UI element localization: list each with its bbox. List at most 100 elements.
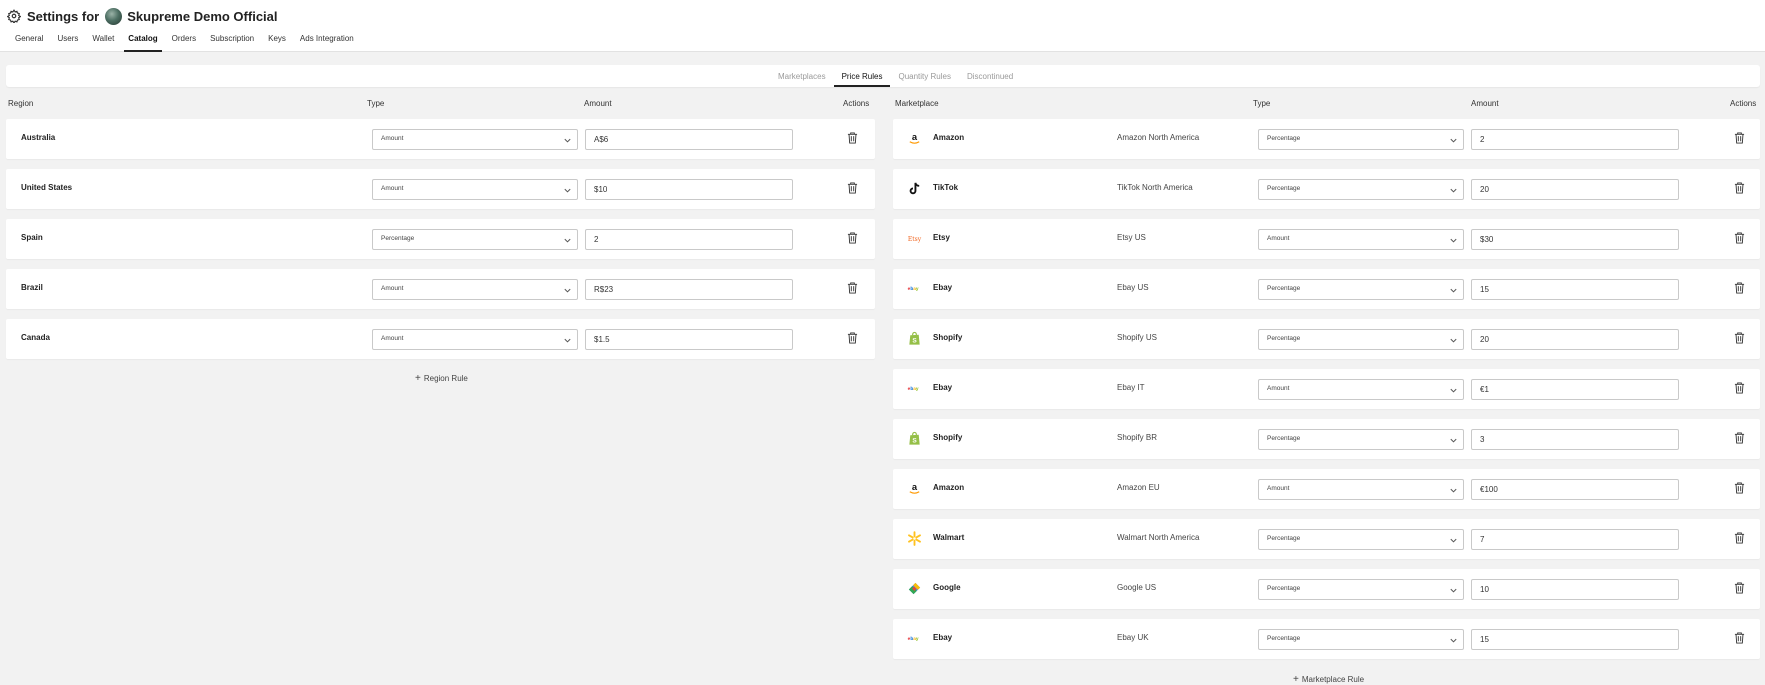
marketplace-rule-row: S Shopify Shopify BR Percentage [893,419,1760,459]
marketplace-rule-row: TikTok TikTok North America Percentage [893,169,1760,209]
rule-type-select[interactable]: Percentage [1258,429,1464,450]
add-region-rule-button[interactable]: + Region Rule [415,373,468,384]
delete-rule-trash-icon[interactable] [847,132,858,144]
rule-amount-input[interactable] [1471,379,1679,400]
rule-amount-input[interactable] [1471,179,1679,200]
svg-text:ebay: ebay [908,636,919,642]
shopify-logo-icon: S [907,331,922,346]
marketplace-column-header: Marketplace [895,99,939,108]
delete-rule-trash-icon[interactable] [1734,632,1745,644]
rule-amount-input[interactable] [585,229,793,250]
region-name: United States [21,183,73,192]
rule-amount-input[interactable] [585,279,793,300]
rule-type-select[interactable]: Amount [1258,379,1464,400]
rule-amount-input[interactable] [1471,129,1679,150]
delete-rule-trash-icon[interactable] [1734,582,1745,594]
account-avatar [105,7,123,25]
nav-tab-subscription[interactable]: Subscription [210,34,255,43]
rule-amount-input[interactable] [1471,479,1679,500]
rule-type-select[interactable]: Percentage [1258,629,1464,650]
rule-type-select[interactable]: Amount [372,179,578,200]
svg-text:Etsy: Etsy [908,236,922,243]
rule-amount-input[interactable] [1471,229,1679,250]
chevron-down-icon [1450,388,1457,393]
delete-rule-trash-icon[interactable] [1734,132,1745,144]
chevron-down-icon [1450,638,1457,643]
region-name: Canada [21,333,50,342]
rule-amount-input[interactable] [585,179,793,200]
rule-type-select[interactable]: Percentage [1258,579,1464,600]
delete-rule-trash-icon[interactable] [1734,482,1745,494]
delete-rule-trash-icon[interactable] [1734,332,1745,344]
rule-type-select[interactable]: Percentage [1258,179,1464,200]
subtab-discontinued[interactable]: Discontinued [966,72,1014,81]
rule-amount-input[interactable] [1471,529,1679,550]
rule-amount-input[interactable] [1471,629,1679,650]
rule-amount-input[interactable] [1471,329,1679,350]
nav-tab-users[interactable]: Users [57,34,79,43]
etsy-logo-icon: Etsy [907,231,922,246]
rule-type-select[interactable]: Percentage [1258,129,1464,150]
marketplace-type-column-header: Type [1253,99,1271,108]
rule-type-select[interactable]: Amount [372,129,578,150]
nav-tab-catalog[interactable]: Catalog [124,34,162,52]
plus-icon: + [1293,674,1299,685]
marketplace-name: Amazon [933,483,965,492]
marketplace-name: Ebay [933,283,953,292]
delete-rule-trash-icon[interactable] [1734,282,1745,294]
rule-type-select[interactable]: Amount [372,329,578,350]
account-name: Skupreme Demo Official [127,8,278,24]
chevron-down-icon [1450,338,1457,343]
rule-type-select[interactable]: Percentage [1258,329,1464,350]
google-logo-icon [907,581,922,596]
region-column-header: Region [8,99,34,108]
store-name: TikTok North America [1117,183,1193,192]
store-name: Ebay US [1117,283,1149,292]
chevron-down-icon [1450,538,1457,543]
marketplace-rule-row: ebay Ebay Ebay US Percentage [893,269,1760,309]
nav-tab-orders[interactable]: Orders [171,34,197,43]
subtab-marketplaces[interactable]: Marketplaces [778,72,826,81]
marketplace-name: Walmart [933,533,965,542]
delete-rule-trash-icon[interactable] [1734,382,1745,394]
marketplace-name: Google [933,583,961,592]
delete-rule-trash-icon[interactable] [847,182,858,194]
walmart-logo-icon [907,531,922,546]
delete-rule-trash-icon[interactable] [1734,232,1745,244]
delete-rule-trash-icon[interactable] [847,332,858,344]
nav-tab-general[interactable]: General [15,34,44,43]
store-name: Shopify BR [1117,433,1158,442]
chevron-down-icon [564,238,571,243]
page-title-prefix: Settings for [27,8,100,24]
rule-type-select[interactable]: Amount [372,279,578,300]
marketplace-name: Shopify [933,433,963,442]
rule-type-select[interactable]: Amount [1258,229,1464,250]
region-actions-column-header: Actions [843,99,870,108]
rule-type-select[interactable]: Percentage [1258,529,1464,550]
delete-rule-trash-icon[interactable] [847,232,858,244]
subtab-quantity-rules[interactable]: Quantity Rules [898,72,951,81]
rule-amount-input[interactable] [1471,579,1679,600]
nav-tab-ads-integration[interactable]: Ads Integration [299,34,354,43]
delete-rule-trash-icon[interactable] [847,282,858,294]
add-marketplace-rule-button[interactable]: + Marketplace Rule [1293,674,1364,685]
chevron-down-icon [564,338,571,343]
store-name: Amazon EU [1117,483,1160,492]
rule-amount-input[interactable] [585,129,793,150]
rule-type-select[interactable]: Amount [1258,479,1464,500]
nav-tab-wallet[interactable]: Wallet [92,34,115,43]
delete-rule-trash-icon[interactable] [1734,532,1745,544]
subtab-price-rules[interactable]: Price Rules [833,65,891,87]
rule-type-select[interactable]: Percentage [1258,279,1464,300]
store-name: Ebay UK [1117,633,1149,642]
chevron-down-icon [1450,238,1457,243]
rule-type-select[interactable]: Percentage [372,229,578,250]
delete-rule-trash-icon[interactable] [1734,182,1745,194]
rule-type-value: Amount [381,285,404,292]
rule-amount-input[interactable] [585,329,793,350]
chevron-down-icon [1450,138,1457,143]
rule-amount-input[interactable] [1471,279,1679,300]
nav-tab-keys[interactable]: Keys [268,34,286,43]
delete-rule-trash-icon[interactable] [1734,432,1745,444]
rule-amount-input[interactable] [1471,429,1679,450]
